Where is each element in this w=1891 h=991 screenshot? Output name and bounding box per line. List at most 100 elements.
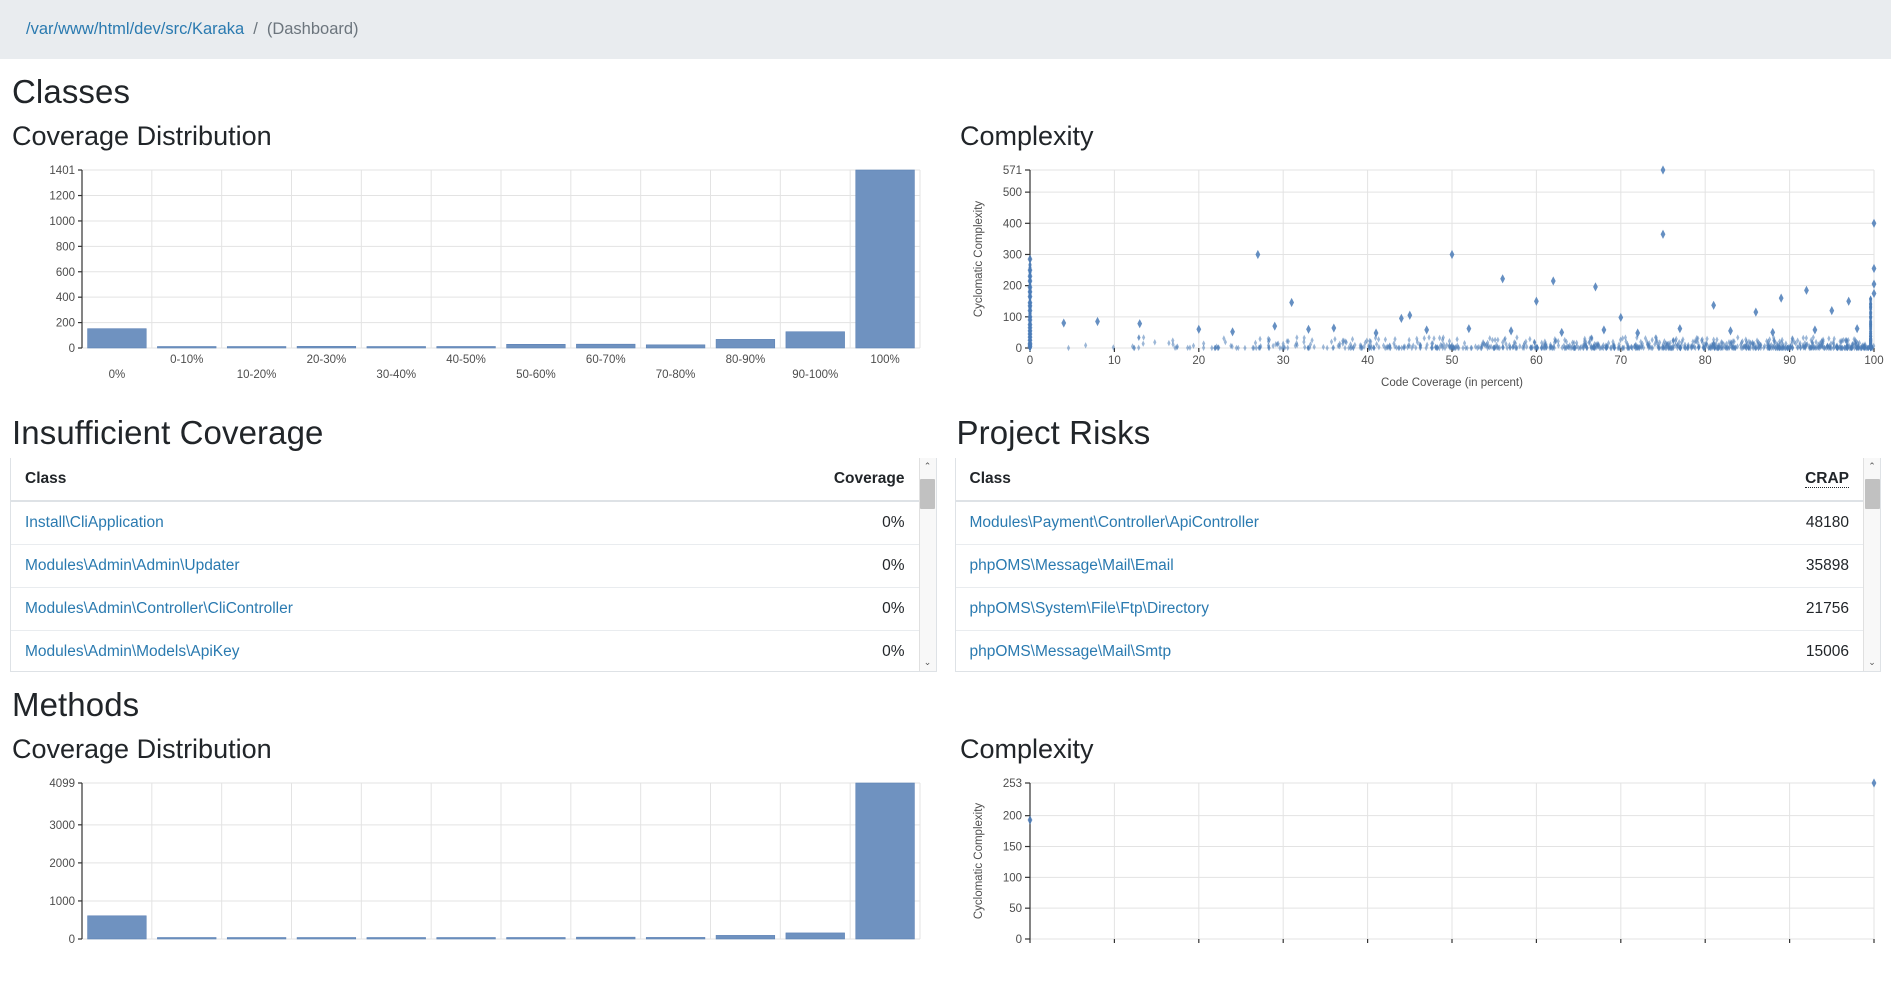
column-header-class[interactable]: Class bbox=[955, 458, 1696, 502]
svg-text:80-90%: 80-90% bbox=[726, 354, 766, 366]
svg-text:90-100%: 90-100% bbox=[792, 369, 838, 381]
svg-text:100: 100 bbox=[1864, 355, 1883, 367]
svg-text:800: 800 bbox=[56, 241, 75, 253]
svg-text:20-30%: 20-30% bbox=[307, 354, 347, 366]
svg-text:200: 200 bbox=[1003, 281, 1022, 293]
column-header-class[interactable]: Class bbox=[11, 458, 692, 502]
svg-text:0: 0 bbox=[1027, 355, 1033, 367]
svg-text:40: 40 bbox=[1361, 355, 1374, 367]
svg-text:0: 0 bbox=[1016, 934, 1022, 943]
svg-text:1200: 1200 bbox=[49, 191, 75, 203]
crap-abbr-label[interactable]: CRAP bbox=[1805, 470, 1849, 488]
table-row: Modules\Admin\Models\ApiKey 0% bbox=[11, 630, 919, 671]
svg-text:200: 200 bbox=[56, 318, 75, 330]
coverage-cell: 0% bbox=[691, 587, 919, 631]
svg-text:4099: 4099 bbox=[49, 778, 75, 790]
class-cell: phpOMS\System\File\Ftp\Directory bbox=[955, 587, 1696, 631]
project-risks-title: Project Risks bbox=[956, 414, 1151, 451]
svg-text:60-70%: 60-70% bbox=[586, 354, 626, 366]
methods-distribution-panel: Coverage Distribution 0 1000 2000 3000 4099 bbox=[10, 730, 940, 943]
class-link[interactable]: phpOMS\Message\Mail\Email bbox=[969, 557, 1174, 574]
class-link[interactable]: Modules\Admin\Models\ApiKey bbox=[25, 643, 240, 660]
coverage-cell: 0% bbox=[691, 544, 919, 588]
class-cell: Modules\Admin\Admin\Updater bbox=[11, 544, 692, 588]
methods-complexity-title: Complexity bbox=[960, 734, 1094, 764]
svg-text:2000: 2000 bbox=[49, 858, 75, 870]
svg-text:10: 10 bbox=[1108, 355, 1121, 367]
class-link[interactable]: phpOMS\Message\Mail\Smtp bbox=[969, 643, 1172, 660]
svg-text:100: 100 bbox=[1003, 312, 1022, 324]
class-cell: Modules\Admin\Models\ApiKey bbox=[11, 630, 692, 671]
svg-text:40-50%: 40-50% bbox=[446, 354, 486, 366]
class-cell: phpOMS\Message\Mail\Email bbox=[955, 544, 1696, 588]
crap-cell: 15006 bbox=[1695, 630, 1863, 671]
svg-text:0: 0 bbox=[1016, 343, 1022, 355]
table-row: phpOMS\System\File\Ftp\Directory 21756 bbox=[955, 587, 1863, 631]
svg-text:1000: 1000 bbox=[49, 216, 75, 228]
svg-text:400: 400 bbox=[56, 292, 75, 304]
svg-text:571: 571 bbox=[1003, 165, 1022, 177]
crap-cell: 48180 bbox=[1695, 501, 1863, 545]
class-link[interactable]: Install\CliApplication bbox=[25, 514, 164, 531]
column-header-crap[interactable]: CRAP bbox=[1695, 458, 1863, 502]
table-header-row: Class Coverage bbox=[11, 458, 919, 502]
insufficient-coverage-table: Class Coverage Install\CliApplication 0% M… bbox=[11, 458, 919, 671]
svg-text:30: 30 bbox=[1277, 355, 1290, 367]
scrollbar-thumb[interactable] bbox=[1864, 479, 1880, 509]
scrollbar-track[interactable] bbox=[1864, 475, 1881, 654]
class-link[interactable]: Modules\Admin\Controller\CliController bbox=[25, 600, 293, 617]
class-cell: phpOMS\Message\Mail\Smtp bbox=[955, 630, 1696, 671]
project-risks-table: Class CRAP Modules\Payment\Controller\Ap… bbox=[955, 458, 1863, 671]
classes-charts-row: Coverage Distribution 0 200 400 600 800 1000 1… bbox=[10, 117, 1884, 400]
coverage-cell: 0% bbox=[691, 630, 919, 671]
class-cell: Modules\Payment\Controller\ApiController bbox=[955, 501, 1696, 545]
methods-coverage-distribution-chart[interactable]: 0 1000 2000 3000 4099 bbox=[10, 773, 940, 943]
scroll-up-icon[interactable]: ⌃ bbox=[1868, 461, 1876, 471]
table-header-row: Class CRAP bbox=[955, 458, 1863, 502]
class-cell: Modules\Admin\Controller\CliController bbox=[11, 587, 692, 631]
classes-complexity-title: Complexity bbox=[960, 121, 1094, 151]
svg-text:70: 70 bbox=[1614, 355, 1627, 367]
scroll-down-icon[interactable]: ⌄ bbox=[923, 657, 932, 667]
svg-text:50-60%: 50-60% bbox=[516, 369, 556, 381]
breadcrumb-separator: / bbox=[253, 20, 258, 38]
classes-distribution-panel: Coverage Distribution 0 200 400 600 800 1000 1… bbox=[10, 117, 940, 400]
scrollbar-thumb[interactable] bbox=[920, 479, 935, 509]
svg-text:50: 50 bbox=[1446, 355, 1459, 367]
svg-text:1000: 1000 bbox=[49, 896, 75, 908]
svg-text:200: 200 bbox=[1003, 811, 1022, 823]
svg-text:400: 400 bbox=[1003, 218, 1022, 230]
project-risks-scrollbar[interactable]: ⌃ ⌄ bbox=[1863, 458, 1880, 671]
breadcrumb-path-link[interactable]: /var/www/html/dev/src/Karaka bbox=[26, 20, 245, 38]
methods-charts-row: Coverage Distribution 0 1000 2000 3000 4099 … bbox=[10, 730, 1881, 943]
column-header-coverage[interactable]: Coverage bbox=[691, 458, 919, 502]
class-link[interactable]: phpOMS\System\File\Ftp\Directory bbox=[969, 600, 1209, 617]
class-link[interactable]: Modules\Payment\Controller\ApiController bbox=[969, 514, 1259, 531]
methods-complexity-chart[interactable]: 0 50 100 150 200 253 Cyclomatic Complexity bbox=[958, 773, 1888, 943]
classes-tables-row: Insufficient Coverage Class Coverage Ins… bbox=[10, 400, 1881, 672]
svg-text:500: 500 bbox=[1003, 187, 1022, 199]
class-cell: Install\CliApplication bbox=[11, 501, 692, 545]
scroll-down-icon[interactable]: ⌄ bbox=[1868, 657, 1876, 667]
table-row: Modules\Payment\Controller\ApiController… bbox=[955, 501, 1863, 545]
section-heading-classes: Classes bbox=[12, 73, 131, 110]
svg-text:30-40%: 30-40% bbox=[376, 369, 416, 381]
insufficient-coverage-table-wrap: Class Coverage Install\CliApplication 0% M… bbox=[10, 458, 937, 672]
classes-complexity-chart[interactable]: 0 100 200 300 400 500 571 0 10 20 30 40 50 60 70 80 90 10… bbox=[958, 160, 1888, 400]
classes-coverage-distribution-chart[interactable]: 0 200 400 600 800 1000 1200 1401 0% 0-10% 10-20% 20… bbox=[10, 160, 940, 400]
insufficient-coverage-scrollbar[interactable]: ⌃ ⌄ bbox=[918, 458, 936, 671]
scroll-up-icon[interactable]: ⌃ bbox=[923, 461, 932, 471]
svg-text:0%: 0% bbox=[109, 369, 126, 381]
svg-text:0: 0 bbox=[69, 934, 75, 943]
class-link[interactable]: Modules\Admin\Admin\Updater bbox=[25, 557, 240, 574]
svg-text:253: 253 bbox=[1003, 778, 1022, 790]
methods-distribution-title: Coverage Distribution bbox=[12, 734, 272, 764]
svg-text:20: 20 bbox=[1192, 355, 1205, 367]
svg-text:70-80%: 70-80% bbox=[656, 369, 696, 381]
scrollbar-track[interactable] bbox=[919, 475, 936, 654]
svg-text:10-20%: 10-20% bbox=[237, 369, 277, 381]
section-heading-methods: Methods bbox=[12, 686, 140, 723]
breadcrumb-current: (Dashboard) bbox=[266, 20, 359, 38]
svg-text:600: 600 bbox=[56, 267, 75, 279]
table-row: Modules\Admin\Controller\CliController 0% bbox=[11, 587, 919, 631]
